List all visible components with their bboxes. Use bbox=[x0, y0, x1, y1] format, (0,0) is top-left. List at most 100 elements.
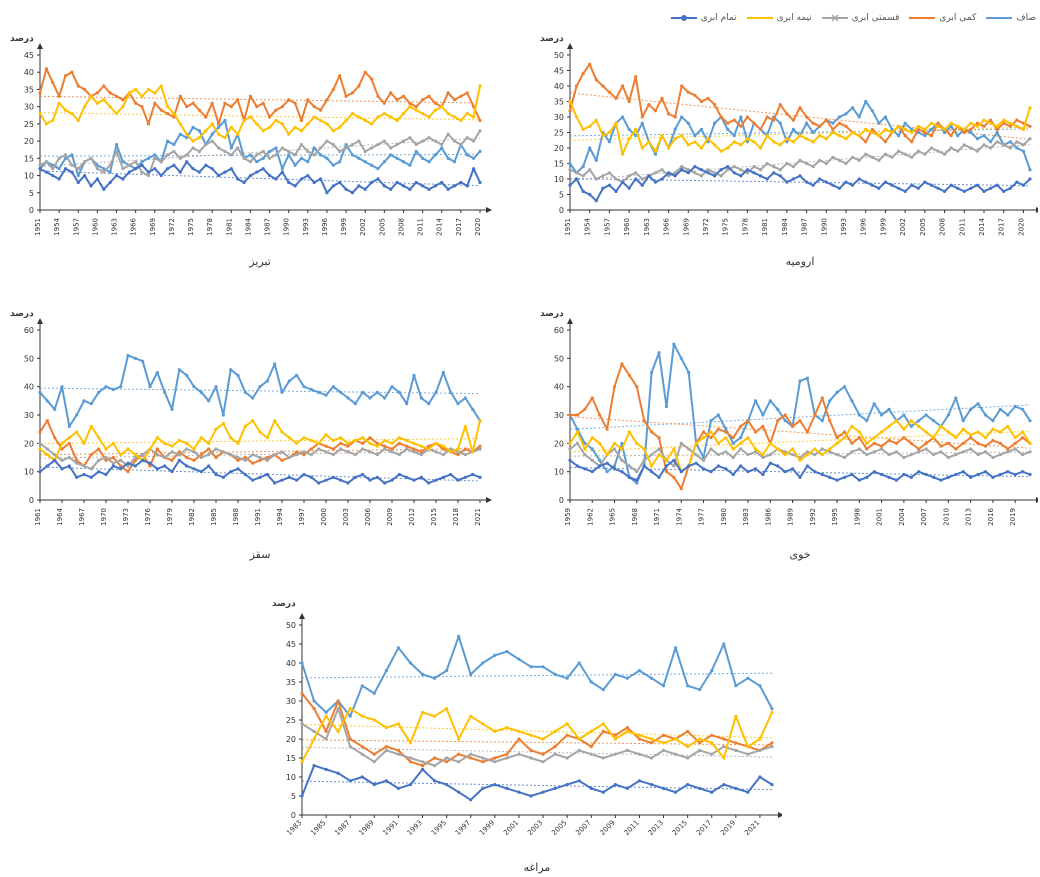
data-point bbox=[541, 665, 545, 669]
data-point bbox=[229, 453, 233, 457]
data-point bbox=[590, 447, 594, 451]
data-point bbox=[894, 450, 899, 454]
data-point bbox=[660, 96, 664, 100]
data-point bbox=[331, 87, 335, 92]
data-point bbox=[752, 171, 756, 175]
data-point bbox=[923, 152, 927, 156]
data-point bbox=[699, 146, 704, 150]
data-point bbox=[664, 464, 669, 468]
data-point bbox=[324, 393, 328, 397]
trendline bbox=[39, 170, 481, 187]
trendline bbox=[39, 448, 481, 456]
data-point bbox=[396, 786, 401, 790]
data-point bbox=[350, 142, 355, 147]
y-tick-label: 40 bbox=[554, 383, 564, 392]
data-point bbox=[63, 167, 68, 171]
data-point bbox=[998, 472, 1002, 477]
data-point bbox=[529, 794, 533, 798]
data-point bbox=[732, 134, 736, 138]
y-tick-label: 35 bbox=[554, 98, 564, 107]
data-point bbox=[976, 402, 980, 406]
trendline bbox=[301, 672, 773, 679]
data-point bbox=[89, 94, 93, 98]
x-tick-label: 1982 bbox=[188, 508, 196, 526]
data-point bbox=[924, 430, 928, 434]
data-point bbox=[300, 794, 304, 798]
data-point bbox=[133, 455, 137, 460]
data-point bbox=[924, 413, 928, 417]
data-point bbox=[647, 103, 651, 107]
x-tick-label: 1957 bbox=[603, 218, 611, 236]
data-point bbox=[63, 153, 68, 157]
data-point bbox=[625, 726, 629, 730]
data-point bbox=[325, 122, 329, 126]
data-point bbox=[850, 106, 855, 110]
data-point bbox=[363, 160, 367, 164]
x-tick-label: 2011 bbox=[623, 819, 641, 837]
data-point bbox=[601, 84, 605, 88]
data-point bbox=[770, 710, 774, 714]
data-point bbox=[887, 475, 891, 479]
data-point bbox=[719, 174, 723, 178]
data-point bbox=[38, 430, 42, 434]
trendline bbox=[39, 112, 481, 121]
data-point bbox=[408, 187, 412, 191]
data-point bbox=[440, 142, 444, 147]
data-point bbox=[104, 447, 108, 451]
data-point bbox=[583, 407, 587, 411]
data-point bbox=[857, 158, 861, 162]
data-point bbox=[649, 783, 654, 787]
data-point bbox=[165, 139, 170, 143]
data-point bbox=[251, 396, 255, 400]
data-point bbox=[731, 447, 735, 451]
data-point bbox=[421, 184, 425, 188]
data-point bbox=[353, 438, 357, 443]
data-point bbox=[739, 174, 743, 178]
data-point bbox=[1002, 121, 1006, 125]
data-point bbox=[287, 180, 291, 185]
data-point bbox=[765, 161, 769, 166]
y-tick-label: 60 bbox=[24, 326, 34, 335]
data-point bbox=[805, 430, 810, 434]
data-point bbox=[679, 441, 683, 445]
data-point bbox=[712, 171, 717, 175]
trendline bbox=[39, 95, 481, 104]
x-tick-label: 2021 bbox=[474, 508, 482, 526]
x-tick-label: 1990 bbox=[820, 218, 828, 236]
data-point bbox=[221, 475, 225, 479]
data-point bbox=[405, 402, 409, 406]
data-point bbox=[357, 184, 361, 188]
data-point bbox=[258, 458, 262, 462]
data-point bbox=[716, 427, 720, 431]
x-tick-label: 2009 bbox=[386, 508, 394, 526]
data-point bbox=[612, 447, 617, 451]
data-point bbox=[261, 129, 265, 133]
y-tick-label: 0 bbox=[29, 496, 34, 505]
data-point bbox=[401, 94, 406, 98]
data-point bbox=[709, 447, 713, 451]
data-point bbox=[805, 464, 810, 468]
data-point bbox=[363, 70, 367, 74]
data-point bbox=[312, 146, 316, 150]
series-line bbox=[569, 343, 1031, 484]
data-point bbox=[664, 470, 669, 474]
data-point bbox=[445, 783, 449, 787]
data-point bbox=[818, 177, 822, 181]
data-point bbox=[273, 453, 277, 457]
data-point bbox=[837, 115, 842, 119]
data-point bbox=[248, 153, 253, 157]
data-point bbox=[910, 130, 914, 135]
data-point bbox=[661, 748, 666, 752]
data-point bbox=[778, 143, 782, 147]
data-point bbox=[746, 745, 750, 749]
data-point bbox=[719, 149, 723, 153]
data-point bbox=[625, 786, 629, 790]
data-point bbox=[653, 149, 658, 153]
data-point bbox=[722, 783, 726, 787]
data-point bbox=[405, 444, 409, 448]
data-point bbox=[375, 441, 379, 445]
data-point bbox=[850, 441, 854, 445]
data-point bbox=[457, 634, 461, 638]
data-point bbox=[998, 430, 1002, 434]
